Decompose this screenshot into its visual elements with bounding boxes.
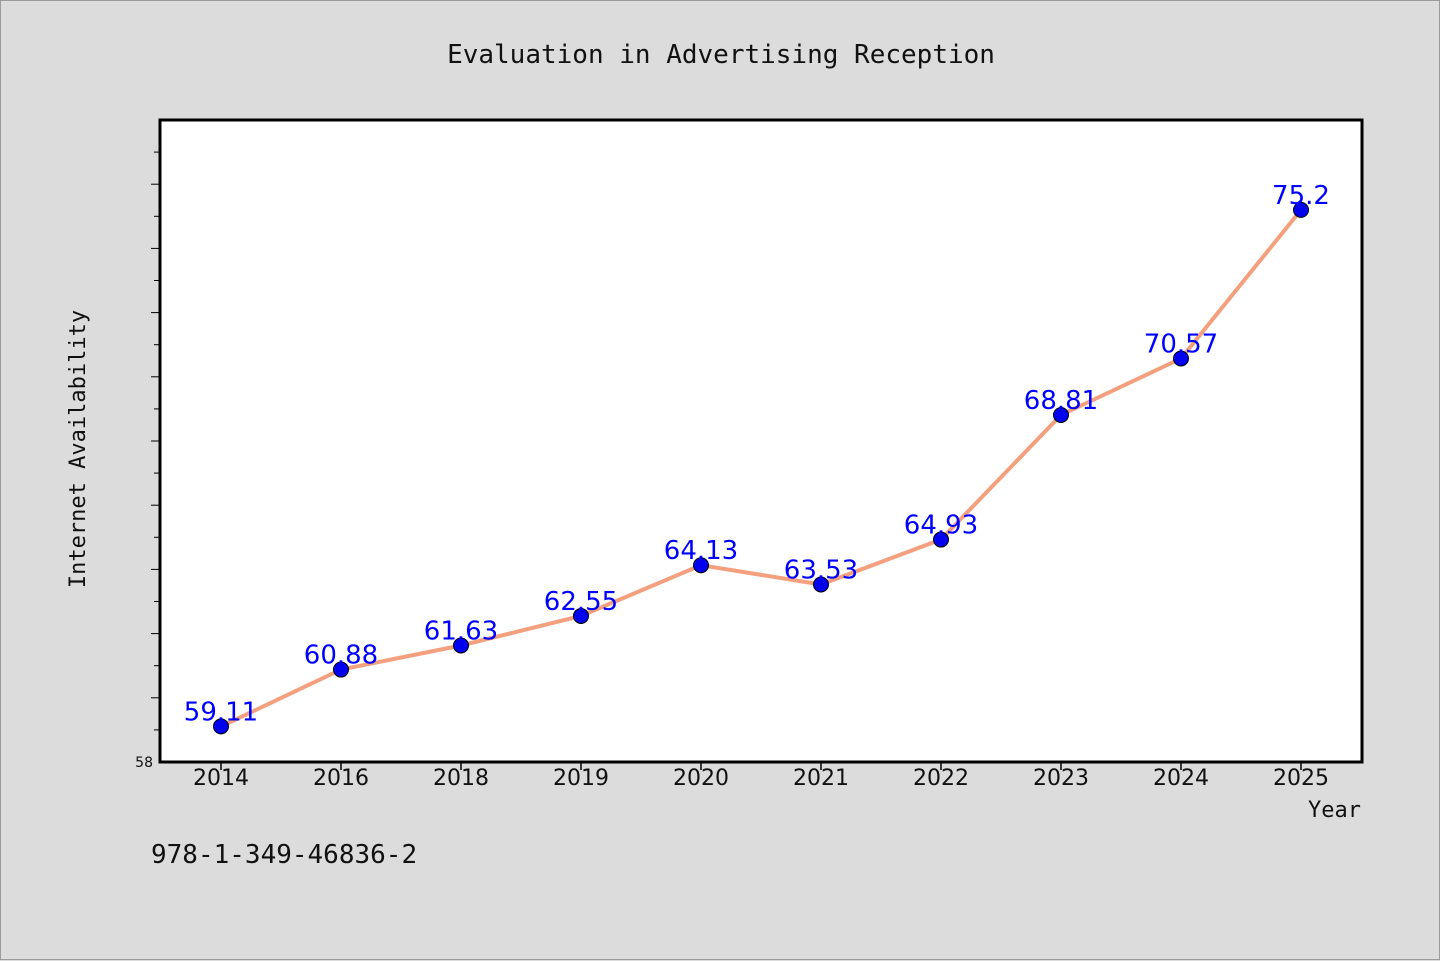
data-markers xyxy=(213,201,1309,735)
data-point xyxy=(453,637,469,654)
data-label: 59.11 xyxy=(184,697,258,727)
x-tick-label: 2025 xyxy=(1273,766,1329,791)
data-point xyxy=(573,607,589,624)
data-label: 70.57 xyxy=(1144,330,1218,360)
data-point xyxy=(1053,406,1069,423)
x-tick-label: 2024 xyxy=(1153,766,1209,791)
data-label: 60.88 xyxy=(304,641,378,671)
data-point xyxy=(813,576,829,593)
chart-title: Evaluation in Advertising Reception xyxy=(447,40,995,70)
x-tick-label: 2022 xyxy=(913,766,969,791)
x-tick-label: 2019 xyxy=(553,766,609,791)
x-tick-label: 2018 xyxy=(433,766,489,791)
data-label: 68.81 xyxy=(1024,386,1098,416)
x-axis-ticks: 2014 2016 2018 2019 2020 2021 2022 2023 2024 2025 xyxy=(193,762,1329,791)
x-tick-label: 2021 xyxy=(793,766,849,791)
plot-area xyxy=(158,118,1364,764)
y-axis-ticks xyxy=(151,151,160,731)
footer-code: 978-1-349-46836-2 xyxy=(151,840,417,870)
data-label: 62.55 xyxy=(544,587,618,617)
data-point xyxy=(213,718,229,735)
data-label: 61.63 xyxy=(424,616,498,646)
data-point xyxy=(333,661,349,678)
x-tick-label: 2014 xyxy=(193,766,249,791)
data-point xyxy=(1293,201,1309,218)
data-point xyxy=(1173,350,1189,367)
data-label: 63.53 xyxy=(784,555,858,585)
data-labels: 59.11 60.88 61.63 62.55 64.13 63.53 64.93 68.81… xyxy=(184,181,1330,727)
x-axis-label: Year xyxy=(1308,798,1361,823)
data-point xyxy=(933,531,949,548)
x-tick-label: 2016 xyxy=(313,766,369,791)
series-line-group xyxy=(219,207,1303,729)
data-label: 64.13 xyxy=(664,536,738,566)
series-line xyxy=(219,207,1303,729)
data-point xyxy=(693,557,709,574)
x-tick-label: 2020 xyxy=(673,766,729,791)
y-axis-label: Internet Availability xyxy=(66,310,91,588)
data-label: 75.2 xyxy=(1272,181,1330,211)
data-label: 64.93 xyxy=(904,511,978,541)
y-tick-label: 58 xyxy=(135,755,153,771)
x-tick-label: 2023 xyxy=(1033,766,1089,791)
